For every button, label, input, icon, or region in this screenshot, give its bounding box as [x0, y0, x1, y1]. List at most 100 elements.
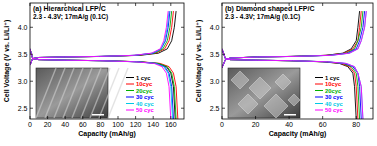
- x-tick: [118, 3, 119, 6]
- legend-swatch: [315, 84, 323, 85]
- x-tick-label: 20: [44, 121, 52, 128]
- y-tick: [222, 27, 225, 28]
- inset-scale-bar: [284, 114, 296, 116]
- legend-swatch: [315, 103, 323, 104]
- x-tick: [289, 116, 290, 119]
- x-tick: [153, 116, 154, 119]
- legend-label: 30 cyc: [136, 94, 155, 100]
- x-tick: [82, 116, 83, 119]
- panel: 0204060802.53.03.54.0Capacity (mAh/g)Cel…: [195, 3, 373, 138]
- x-axis-title: Capacity (mAh/g): [78, 130, 136, 138]
- inset-texture: [231, 71, 249, 89]
- plot-frame: [30, 3, 184, 119]
- legend-swatch: [126, 77, 134, 78]
- inset-texture: [90, 68, 110, 118]
- y-tick: [30, 81, 33, 82]
- title: (b) Diamond shaped LFP/C: [225, 5, 314, 13]
- subtitle: 2.3 - 4.3V; 17mA/g (0.1C): [33, 13, 108, 21]
- inset-texture: [108, 68, 128, 118]
- legend-swatch: [126, 103, 134, 104]
- series-line: [222, 11, 366, 119]
- panel: 0204060801001201401602.53.03.54.0Capacit…: [3, 3, 184, 138]
- x-tick-label: 60: [319, 121, 327, 128]
- x-tick: [30, 116, 31, 119]
- y-tick: [370, 54, 373, 55]
- inset-image: [36, 68, 108, 118]
- series-line: [222, 11, 365, 119]
- x-tick-label: 140: [147, 121, 159, 128]
- x-tick: [135, 3, 136, 6]
- x-tick: [255, 116, 256, 119]
- legend-label: 20cyc: [325, 88, 342, 94]
- y-tick: [370, 81, 373, 82]
- x-tick-label: 80: [97, 121, 105, 128]
- y-tick: [222, 81, 225, 82]
- x-tick-label: 0: [220, 121, 224, 128]
- x-tick-label: 160: [165, 121, 177, 128]
- x-tick: [356, 3, 357, 6]
- legend-label: 20cyc: [136, 88, 153, 94]
- x-tick-label: 40: [285, 121, 293, 128]
- x-tick-label: 100: [112, 121, 124, 128]
- series-line: [30, 11, 173, 119]
- x-tick-label: 20: [252, 121, 260, 128]
- x-tick: [356, 116, 357, 119]
- legend: 1 cyc10cyc20cyc30 cyc40 cyc50 cyc: [126, 75, 155, 114]
- legend-label: 1 cyc: [325, 75, 340, 81]
- y-tick-label: 3.0: [18, 78, 28, 85]
- legend-swatch: [126, 97, 134, 98]
- y-tick-label: 2.5: [210, 105, 220, 112]
- x-axis-title: Capacity (mAh/g): [269, 130, 327, 138]
- sem-inset: [228, 68, 300, 118]
- y-tick: [222, 54, 225, 55]
- x-tick-label: 80: [352, 121, 360, 128]
- y-tick: [370, 27, 373, 28]
- series-line: [30, 11, 173, 119]
- y-tick: [181, 27, 184, 28]
- legend-label: 30 cyc: [325, 94, 344, 100]
- title: (a) Hierarchical LFP/C: [33, 5, 106, 13]
- x-tick-label: 0: [28, 121, 32, 128]
- y-tick: [181, 108, 184, 109]
- series-line: [222, 11, 360, 119]
- y-tick: [181, 54, 184, 55]
- x-tick: [170, 116, 171, 119]
- y-tick: [181, 81, 184, 82]
- inset-texture: [81, 68, 101, 118]
- inset-texture: [72, 68, 92, 118]
- y-tick-label: 3.5: [18, 51, 28, 58]
- x-tick: [322, 116, 323, 119]
- x-tick: [30, 3, 31, 6]
- series-line: [222, 11, 361, 119]
- x-tick: [222, 3, 223, 6]
- subtitle: 2.3 - 4.3V; 17mA/g (0.1C): [225, 13, 300, 21]
- legend-swatch: [126, 84, 134, 85]
- x-tick-label: 60: [79, 121, 87, 128]
- inset-texture: [45, 68, 65, 118]
- legend-swatch: [315, 97, 323, 98]
- legend-label: 50 cyc: [136, 107, 155, 113]
- legend-swatch: [315, 77, 323, 78]
- legend-label: 10cyc: [325, 81, 342, 87]
- legend-swatch: [126, 110, 134, 111]
- inset-texture: [275, 74, 291, 90]
- plot-lines: [30, 11, 178, 119]
- legend-swatch: [126, 90, 134, 91]
- x-tick: [170, 3, 171, 6]
- legend-swatch: [315, 90, 323, 91]
- x-tick: [153, 3, 154, 6]
- series-line: [30, 11, 178, 119]
- x-tick: [65, 116, 66, 119]
- plot-lines: [222, 11, 366, 119]
- y-tick: [30, 54, 33, 55]
- y-tick-label: 2.5: [18, 105, 28, 112]
- legend-label: 50 cyc: [325, 107, 344, 113]
- x-tick: [222, 116, 223, 119]
- figure: 0204060801001201401602.53.03.54.0Capacit…: [0, 0, 377, 146]
- x-tick-label: 40: [61, 121, 69, 128]
- legend-label: 40 cyc: [325, 101, 344, 107]
- inset-scale-bar: [92, 114, 104, 116]
- y-tick: [30, 27, 33, 28]
- sem-inset: [36, 68, 128, 118]
- inset-image: [228, 68, 300, 118]
